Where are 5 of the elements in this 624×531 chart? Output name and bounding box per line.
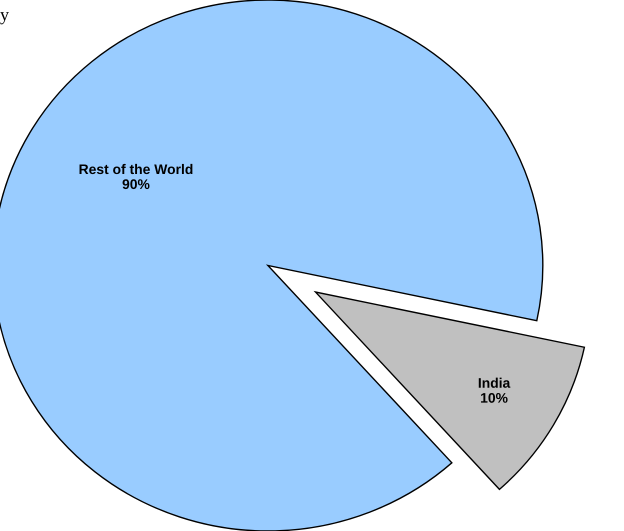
slice-label: India xyxy=(478,378,510,388)
data-label: 90% xyxy=(122,179,150,190)
slice-label: Rest of the World xyxy=(80,164,192,174)
text: y xyxy=(0,12,9,24)
data-label: 10% xyxy=(481,392,508,403)
